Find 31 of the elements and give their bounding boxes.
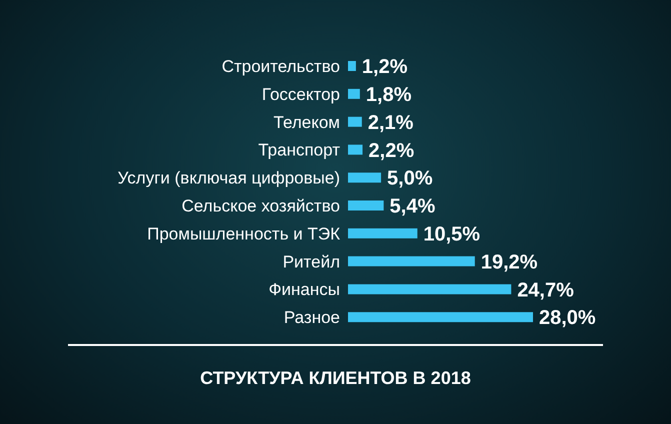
data-label: 19,2% [480, 251, 538, 274]
data-label: 2,2% [368, 140, 414, 162]
data-label: 1,2% [362, 56, 408, 78]
bar [348, 200, 384, 210]
y-tick-label: Строительство [222, 56, 340, 76]
data-label: 10,5% [423, 224, 480, 246]
y-tick-label: Промышленность и ТЭК [147, 224, 340, 244]
bar [348, 144, 363, 155]
bar [348, 172, 382, 183]
bar [348, 61, 356, 71]
y-tick-label: Ритейл [282, 252, 340, 272]
data-label: 1,8% [366, 84, 412, 106]
y-tick-label: Финансы [268, 280, 340, 300]
y-tick-label: Сельское хозяйство [182, 196, 340, 216]
y-tick-label: Транспорт [258, 140, 340, 160]
bar [348, 88, 360, 99]
bar [348, 228, 418, 238]
text: СТРУКТУРА КЛИЕНТОВ В 2018 [199, 368, 472, 389]
data-label: 2,1% [368, 112, 414, 134]
data-label: 24,7% [517, 279, 574, 302]
bar [348, 256, 475, 266]
y-tick-label: Разное [284, 308, 340, 328]
y-tick-label: Госсектор [262, 84, 340, 104]
bar [348, 116, 362, 127]
y-tick-label: Телеком [274, 112, 340, 132]
data-label: 28,0% [539, 307, 596, 330]
y-tick-label: Услуги (включая цифровые) [118, 168, 340, 188]
data-label: 5,4% [390, 196, 436, 218]
bar [348, 284, 512, 294]
bar [348, 312, 533, 322]
data-label: 5,0% [387, 168, 433, 190]
